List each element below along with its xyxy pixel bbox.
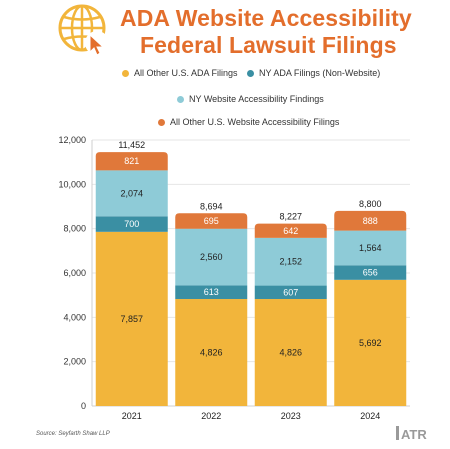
data-label: 613 xyxy=(204,287,219,297)
legend-swatch xyxy=(247,69,254,77)
data-label: 2,074 xyxy=(120,188,143,198)
legend-item-ny-website: NY Website Accessibility Findings xyxy=(177,94,324,104)
source-note: Source: Seyfarth Shaw LLP xyxy=(36,431,110,437)
legend-item-all-other-website: All Other U.S. Website Accessibility Fil… xyxy=(158,117,339,127)
bar-segment xyxy=(175,228,248,286)
bar-segment xyxy=(254,237,327,286)
bar-segment xyxy=(95,231,168,406)
data-label: 888 xyxy=(363,216,378,226)
bar-segment xyxy=(254,299,327,406)
globe-cursor-icon xyxy=(58,4,109,56)
bar-segment xyxy=(334,265,407,280)
bar-segment xyxy=(175,299,248,406)
legend-label: All Other U.S. ADA Filings xyxy=(134,68,238,78)
y-tick-label: 0 xyxy=(81,401,86,411)
legend-swatch xyxy=(122,69,129,77)
data-label: 607 xyxy=(283,287,298,297)
total-label: 11,452 xyxy=(118,140,145,150)
total-label: 8,227 xyxy=(279,212,302,222)
x-tick-label: 2024 xyxy=(360,411,380,421)
data-label: 656 xyxy=(363,268,378,278)
bar-segment xyxy=(334,230,407,266)
atr-logo: ATR xyxy=(396,426,427,442)
legend-label: NY ADA Filings (Non-Website) xyxy=(259,68,381,78)
data-label: 4,826 xyxy=(200,348,223,358)
y-tick-label: 12,000 xyxy=(58,135,86,145)
y-tick-label: 10,000 xyxy=(58,179,86,189)
bar-segment xyxy=(95,170,168,217)
y-tick-label: 6,000 xyxy=(63,268,86,278)
bar-segment xyxy=(254,285,327,300)
x-tick-label: 2023 xyxy=(281,411,301,421)
data-label: 2,152 xyxy=(279,257,302,267)
chart-title-line-1: ADA Website Accessibility xyxy=(120,5,412,31)
bar-segment xyxy=(175,213,248,229)
y-tick-label: 4,000 xyxy=(63,312,86,322)
legend-swatch xyxy=(177,95,184,103)
data-label: 821 xyxy=(124,156,139,166)
data-label: 695 xyxy=(204,216,219,226)
legend-item-all-other-ada: All Other U.S. ADA Filings xyxy=(122,68,238,78)
chart-header: ADA Website Accessibility Federal Lawsui… xyxy=(0,0,450,66)
logo-text: ATR xyxy=(401,427,427,442)
data-label: 700 xyxy=(124,219,139,229)
chart-title-line-2: Federal Lawsuit Filings xyxy=(140,32,397,58)
y-tick-label: 8,000 xyxy=(63,224,86,234)
legend-label: All Other U.S. Website Accessibility Fil… xyxy=(170,117,340,127)
legend-swatch xyxy=(158,118,165,126)
legend-label: NY Website Accessibility Findings xyxy=(189,94,324,104)
x-tick-label: 2022 xyxy=(201,411,221,421)
bar-segment xyxy=(95,152,168,171)
bar-segment xyxy=(334,210,407,231)
data-label: 2,560 xyxy=(200,252,223,262)
bar-segment xyxy=(95,216,168,232)
total-label: 8,800 xyxy=(359,199,382,209)
y-tick-label: 2,000 xyxy=(63,357,86,367)
bar-segment xyxy=(254,223,327,238)
data-label: 7,857 xyxy=(120,314,143,324)
data-label: 1,564 xyxy=(359,243,382,253)
bar-segment xyxy=(334,279,407,406)
data-label: 5,692 xyxy=(359,338,382,348)
total-label: 8,694 xyxy=(200,201,223,211)
x-tick-label: 2021 xyxy=(122,411,142,421)
data-label: 4,826 xyxy=(279,348,302,358)
data-label: 642 xyxy=(283,226,298,236)
bar-segment xyxy=(175,285,248,300)
legend-item-ny-ada: NY ADA Filings (Non-Website) xyxy=(247,68,380,78)
